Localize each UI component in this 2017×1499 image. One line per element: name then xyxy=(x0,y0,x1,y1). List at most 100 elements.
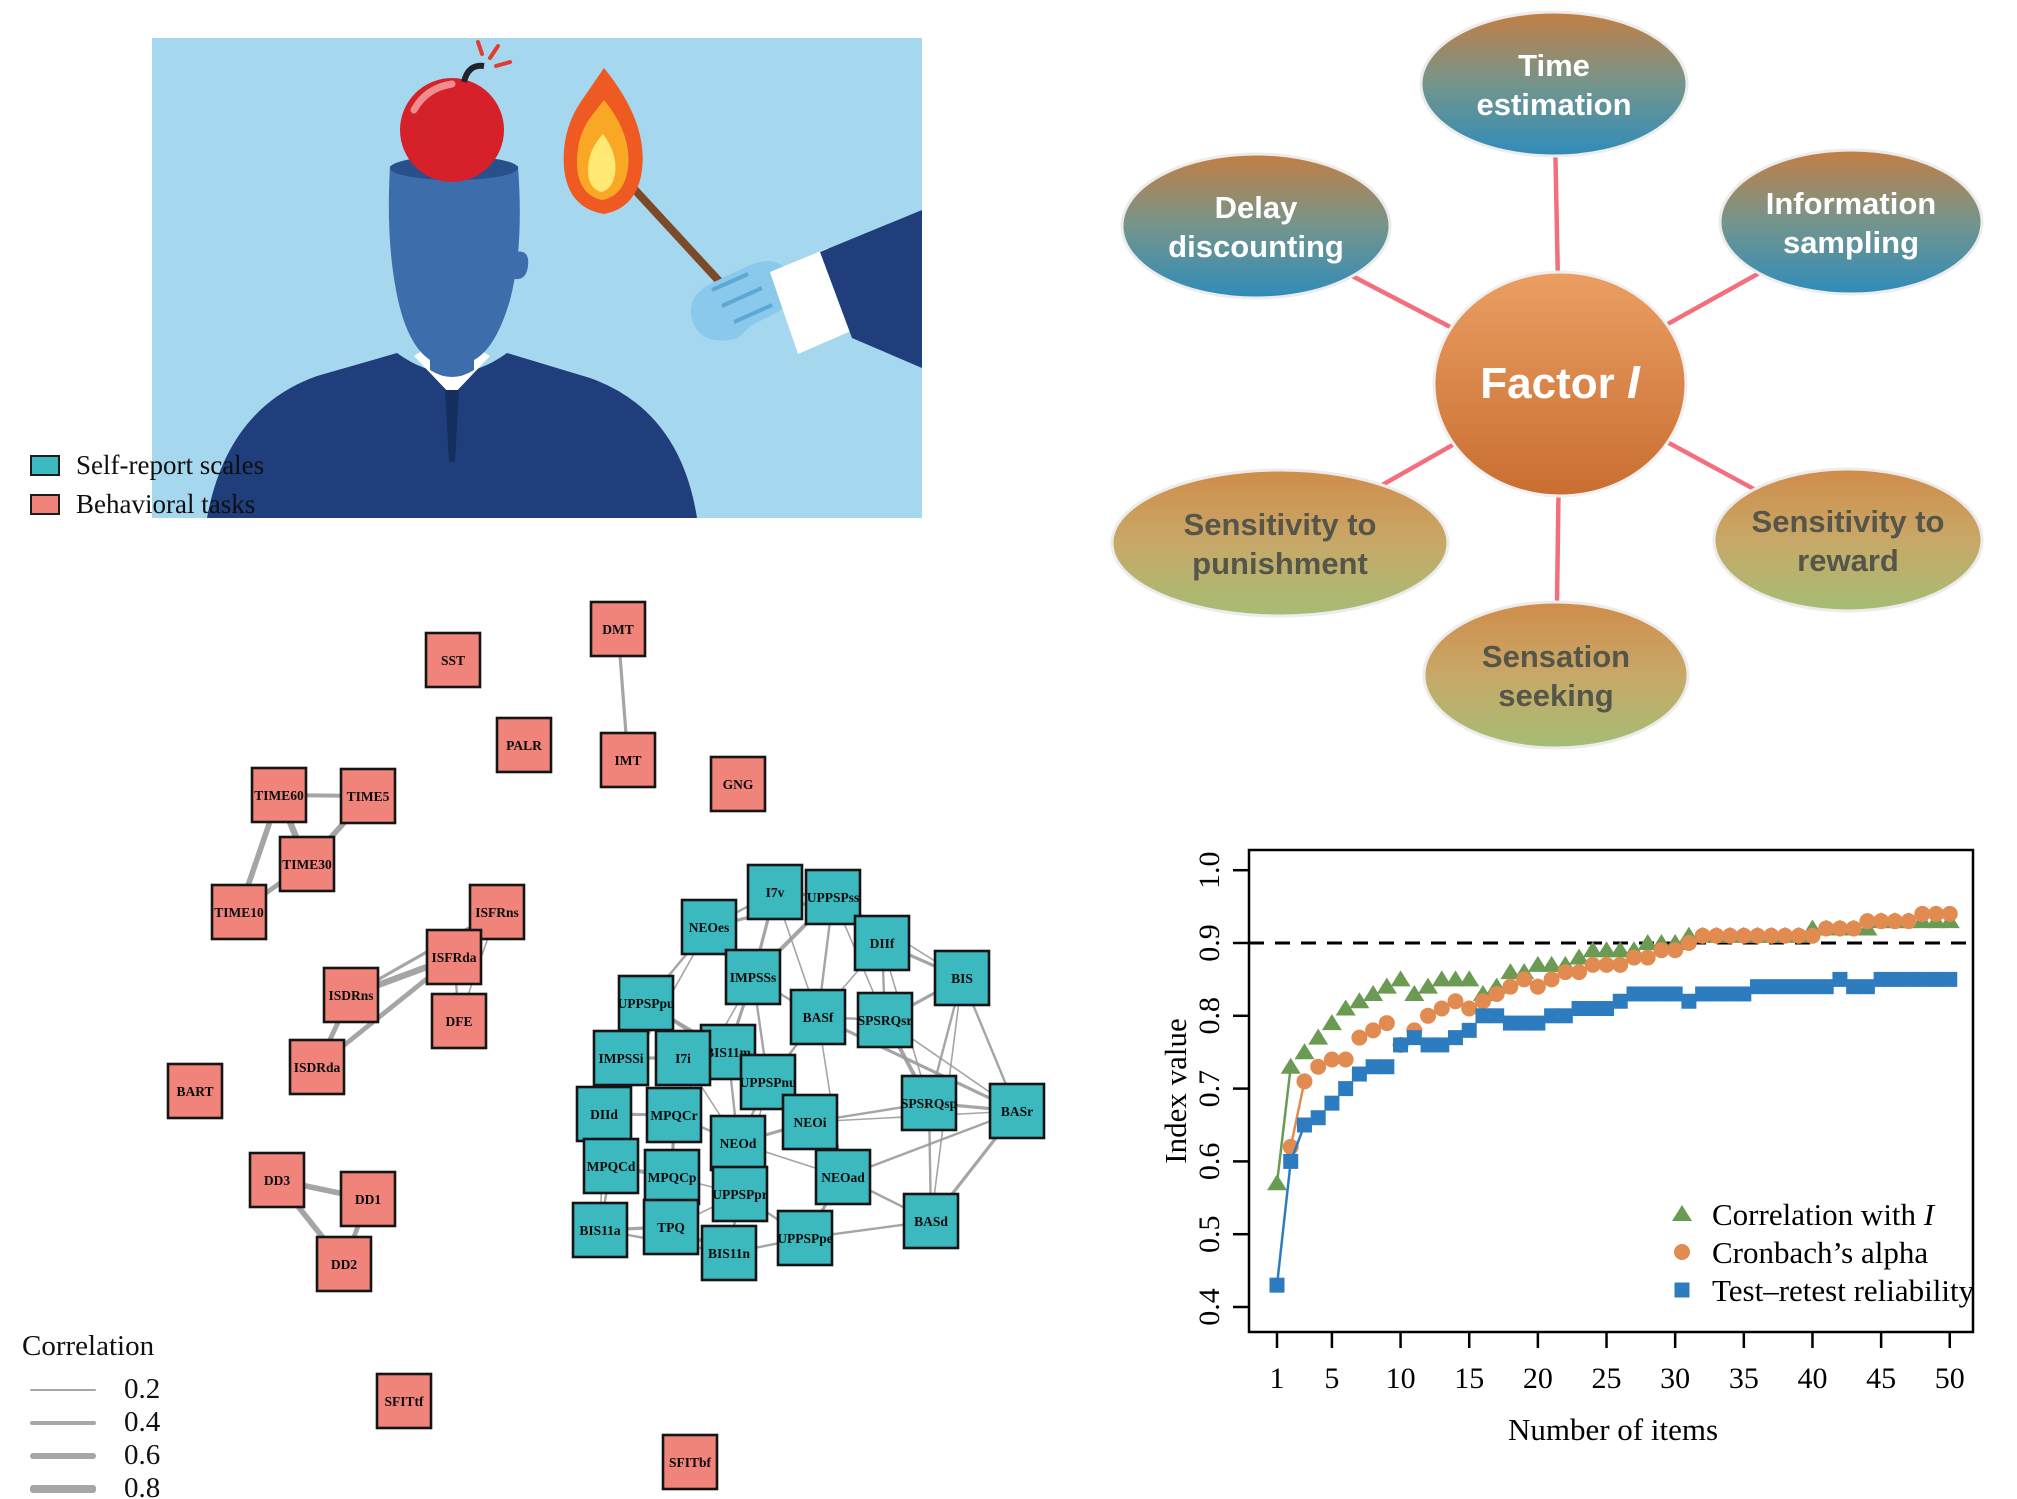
network-node-DIIf xyxy=(853,914,911,972)
plot-frame xyxy=(1247,848,1975,1334)
network-node-label: BIS xyxy=(951,971,973,986)
data-point-square xyxy=(1736,986,1752,1002)
bomb-highlight xyxy=(410,80,456,114)
data-point-square xyxy=(1393,1037,1409,1053)
ear xyxy=(510,251,529,280)
x-tick-label: 5 xyxy=(1324,1362,1339,1395)
data-point-circle xyxy=(1474,993,1491,1010)
diagram-node-time-estimation xyxy=(1419,10,1689,158)
network-node-label: ISDRns xyxy=(328,988,373,1003)
data-point-square xyxy=(1530,1015,1546,1031)
self-report-swatch xyxy=(30,455,60,476)
diagram-node-sensitivity-to-punishment xyxy=(1110,468,1450,618)
data-point-square xyxy=(1846,979,1862,995)
x-tick-label: 1 xyxy=(1270,1362,1285,1395)
network-node-NEOes xyxy=(680,898,738,956)
edge-weight-legend-title: Correlation xyxy=(22,1330,155,1362)
network-node-IMPSSs xyxy=(724,948,782,1006)
edge-weight-label: 0.6 xyxy=(124,1439,161,1471)
tie xyxy=(445,390,459,462)
data-point-square xyxy=(1791,979,1807,995)
network-node-TIME60 xyxy=(250,766,308,824)
network-node-BASr xyxy=(988,1082,1046,1140)
data-point-triangle xyxy=(1582,941,1603,958)
data-point-square xyxy=(1557,1008,1573,1024)
legend-marker-triangle xyxy=(1672,1205,1692,1221)
network-node-label: DIId xyxy=(590,1107,618,1122)
network-node-label: ISFRns xyxy=(475,905,519,920)
network-node-label: BASd xyxy=(914,1214,948,1229)
network-node-label: UPPSPss xyxy=(807,890,860,905)
network-node-label: BIS11a xyxy=(579,1223,621,1238)
data-point-square xyxy=(1461,1022,1477,1038)
data-point-circle xyxy=(1571,964,1588,981)
data-point-triangle xyxy=(1569,948,1590,965)
edge-weight-legend: Correlation 0.2 0.4 0.6 0.8 xyxy=(22,1330,160,1499)
network-node-label: I7i xyxy=(675,1051,691,1066)
data-point-circle xyxy=(1845,920,1862,937)
data-point-square xyxy=(1475,1008,1491,1024)
data-point-triangle xyxy=(1596,941,1617,958)
correlation-network-graph: SST DMT PALR IMT GNG TIME60 TIME5 TIME30 TIME10 I… xyxy=(166,600,1046,1491)
network-edge-BASr-NEOad xyxy=(842,1109,1018,1179)
diagram-node-sensitivity-to-reward xyxy=(1712,467,1984,613)
factor-diagram: Time estimation Delay discounting Informatio… xyxy=(1110,10,1984,750)
data-point-circle xyxy=(1488,985,1505,1002)
data-point-circle xyxy=(1365,1022,1382,1039)
series-segment xyxy=(1275,1161,1292,1286)
network-node-label: DMT xyxy=(602,622,634,637)
diagram-node-label: Sensitivity to reward xyxy=(1752,504,1945,578)
network-node-BASd xyxy=(902,1192,960,1250)
data-point-circle xyxy=(1831,920,1848,937)
x-tick-label: 10 xyxy=(1386,1362,1416,1395)
man-head xyxy=(388,166,520,377)
edge-weight-label: 0.4 xyxy=(124,1406,161,1438)
data-point-square xyxy=(1599,1001,1615,1017)
network-node-GNG xyxy=(709,755,767,813)
network-node-label: DD1 xyxy=(355,1192,381,1207)
data-point-circle xyxy=(1296,1073,1313,1090)
diagram-center-node xyxy=(1432,270,1688,498)
chart-legend-label: Test–retest reliability xyxy=(1712,1273,1975,1308)
network-node-UPPSPpe xyxy=(776,1209,834,1267)
data-point-circle xyxy=(1625,949,1642,966)
data-point-square xyxy=(1585,1001,1601,1017)
data-point-triangle xyxy=(1418,977,1439,994)
network-node-label: MPQCp xyxy=(648,1170,697,1185)
data-point-circle xyxy=(1639,949,1656,966)
data-point-circle xyxy=(1818,920,1835,937)
network-node-label: ISDRda xyxy=(294,1060,341,1075)
network-node-label: NEOi xyxy=(793,1115,826,1130)
edge-weight-line xyxy=(30,1388,96,1391)
fuse-spark-icon xyxy=(476,40,512,68)
suit-sleeve xyxy=(820,210,922,368)
network-node-label: DFE xyxy=(446,1014,473,1029)
network-edge-BASf-BASr xyxy=(817,1015,1018,1113)
network-node-label: DD2 xyxy=(331,1257,357,1272)
edge-weight-label: 0.8 xyxy=(124,1472,161,1499)
bomb-icon xyxy=(400,78,504,182)
network-node-DD2 xyxy=(315,1235,373,1293)
network-node-TPQ xyxy=(642,1198,700,1256)
network-node-ISFRda xyxy=(425,928,483,986)
data-point-circle xyxy=(1584,956,1601,973)
data-point-circle xyxy=(1900,913,1917,930)
data-point-triangle xyxy=(1267,1174,1287,1191)
data-point-square xyxy=(1681,993,1697,1009)
data-point-triangle xyxy=(1445,970,1466,987)
network-node-UPPSPss xyxy=(804,868,862,926)
network-node-label: TIME5 xyxy=(347,789,390,804)
x-tick-label: 15 xyxy=(1454,1362,1484,1395)
network-node-label: MPQCr xyxy=(650,1108,697,1123)
series-segment xyxy=(1289,1081,1306,1148)
data-point-triangle xyxy=(1431,970,1452,987)
network-node-label: TIME10 xyxy=(214,905,264,920)
data-point-square xyxy=(1640,986,1656,1002)
data-point-triangle xyxy=(1404,984,1425,1001)
x-tick-label: 30 xyxy=(1660,1362,1690,1395)
network-node-label: SST xyxy=(441,653,465,668)
x-tick-label: 35 xyxy=(1729,1362,1759,1395)
network-node-IMPSSi xyxy=(592,1029,650,1087)
network-node-label: NEOd xyxy=(720,1136,757,1151)
